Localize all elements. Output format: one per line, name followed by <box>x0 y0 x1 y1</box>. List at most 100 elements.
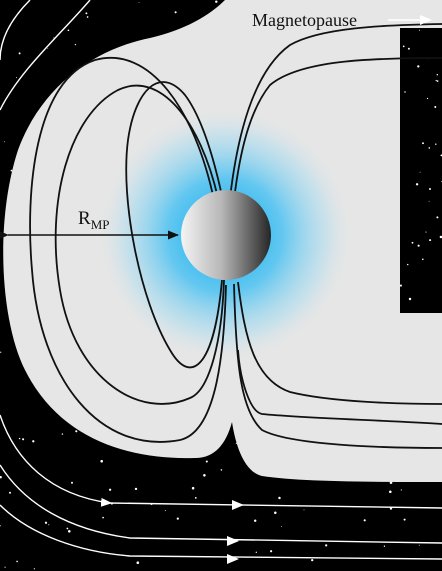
closed-field-lines <box>29 57 227 443</box>
panel-stars <box>399 29 442 301</box>
dark-panel <box>400 28 442 313</box>
radius-label: RMP <box>78 208 109 232</box>
star <box>274 511 277 514</box>
star <box>436 73 439 76</box>
radius-label-main: R <box>78 208 91 229</box>
star <box>439 235 442 239</box>
star <box>18 437 21 440</box>
star <box>400 489 402 491</box>
star <box>435 143 437 145</box>
magnetopause-label: Magnetopause <box>252 10 357 30</box>
radius-measure: RMP <box>0 208 180 240</box>
star <box>18 52 21 55</box>
star <box>0 525 1 527</box>
star <box>203 474 206 477</box>
star <box>434 105 437 109</box>
field-line <box>229 23 442 199</box>
star <box>0 351 2 353</box>
star <box>174 11 177 14</box>
star <box>9 491 11 494</box>
flow-arrow <box>232 500 244 510</box>
star <box>402 45 405 48</box>
star <box>422 142 424 145</box>
star <box>403 518 406 521</box>
star <box>383 545 386 547</box>
star <box>311 558 314 562</box>
field-line <box>29 57 227 443</box>
magnetopause-pointer-head <box>420 15 432 25</box>
star <box>255 551 257 553</box>
star <box>138 1 140 3</box>
star <box>418 544 420 546</box>
star <box>102 516 104 519</box>
star <box>363 519 366 522</box>
star <box>61 433 64 435</box>
star <box>44 521 48 524</box>
magnetopause-callout: Magnetopause <box>252 10 432 30</box>
star <box>15 77 17 79</box>
radius-label-subscript: MP <box>91 217 110 232</box>
solar-wind-line <box>0 504 442 560</box>
star <box>253 519 257 522</box>
star <box>48 524 50 526</box>
star <box>417 65 420 68</box>
star <box>220 469 223 471</box>
solar-wind-line <box>0 0 91 111</box>
solar-wind-line <box>0 464 442 544</box>
star <box>176 517 179 520</box>
star <box>85 12 88 15</box>
star <box>0 476 2 479</box>
field-line <box>233 57 442 201</box>
star <box>429 239 432 242</box>
tail-field-lines <box>229 23 442 449</box>
star <box>205 460 208 463</box>
star <box>33 568 36 570</box>
field-line <box>54 84 225 405</box>
star <box>71 481 73 484</box>
star <box>407 263 409 266</box>
star <box>4 141 6 143</box>
star <box>436 80 439 82</box>
star <box>68 530 71 533</box>
star <box>389 490 392 494</box>
star <box>303 509 305 511</box>
star <box>419 29 421 31</box>
star <box>270 550 273 553</box>
field-line <box>233 283 442 449</box>
star <box>428 200 430 202</box>
star <box>136 561 140 564</box>
star <box>191 486 195 490</box>
star <box>399 284 402 287</box>
star <box>422 258 424 261</box>
star <box>429 188 431 190</box>
star <box>408 297 412 301</box>
star <box>16 560 18 563</box>
star <box>104 503 106 505</box>
star <box>278 496 281 500</box>
star <box>404 91 406 93</box>
star <box>4 566 6 568</box>
star <box>435 79 437 82</box>
star <box>22 438 25 441</box>
star <box>417 244 420 247</box>
star <box>325 544 328 547</box>
solar-wind-line <box>0 414 442 509</box>
star <box>235 442 237 444</box>
star <box>419 171 421 173</box>
star <box>407 47 410 50</box>
star <box>411 241 414 244</box>
star <box>389 481 393 484</box>
star <box>281 526 282 527</box>
star <box>215 0 218 3</box>
star <box>74 43 77 46</box>
planet <box>181 190 271 280</box>
star <box>47 47 49 49</box>
star <box>426 97 429 100</box>
field-line <box>125 81 223 369</box>
magnetopause-boundary <box>237 349 442 425</box>
star <box>428 147 431 149</box>
star <box>164 510 166 512</box>
